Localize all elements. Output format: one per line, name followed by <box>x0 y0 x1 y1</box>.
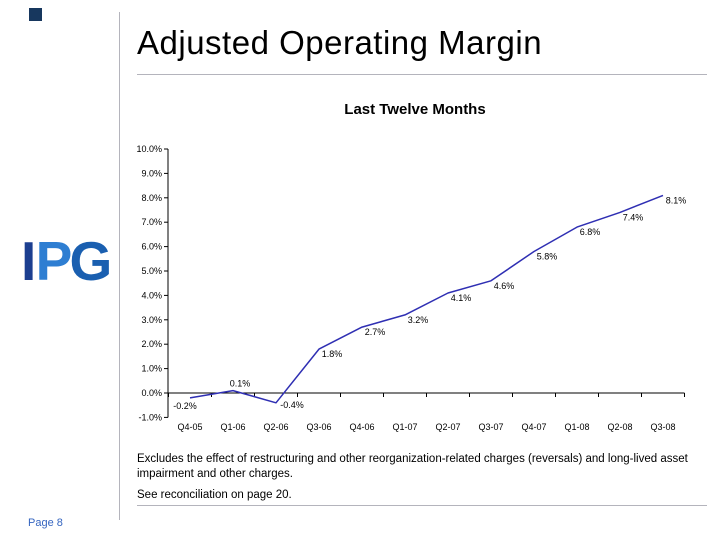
data-label: 4.1% <box>451 293 472 303</box>
page-number: Page 8 <box>28 517 63 529</box>
logo-letter-i: I <box>21 230 36 292</box>
x-axis-label: Q1-07 <box>392 422 417 432</box>
x-axis-label: Q3-08 <box>650 422 675 432</box>
x-axis-label: Q4-05 <box>177 422 202 432</box>
y-axis-label: 5.0% <box>141 266 162 276</box>
template-vertical-rule <box>119 12 120 520</box>
title-divider <box>137 74 707 75</box>
page-title: Adjusted Operating Margin <box>137 24 543 61</box>
chart-canvas: 10.0% 9.0% 8.0% 7.0% 6.0% 5.0% 4.0% 3.0% 2.0% 1.0… <box>136 144 687 432</box>
data-label: 0.1% <box>230 379 251 389</box>
x-axis-label: Q2-07 <box>435 422 460 432</box>
data-label: -0.4% <box>280 400 304 410</box>
y-axis-label: 9.0% <box>141 168 162 178</box>
chart-title: Last Twelve Months <box>344 101 486 118</box>
x-axis-label: Q1-08 <box>564 422 589 432</box>
y-axis-label: 4.0% <box>141 290 162 300</box>
data-label: 6.8% <box>580 227 601 237</box>
data-label: -0.2% <box>173 401 197 411</box>
x-axis-label: Q2-06 <box>263 422 288 432</box>
x-axis-label: Q3-07 <box>478 422 503 432</box>
y-axis-label: 2.0% <box>141 339 162 349</box>
data-label: 2.7% <box>365 327 386 337</box>
y-axis-label: 3.0% <box>141 315 162 325</box>
y-axis-label: 1.0% <box>141 364 162 374</box>
footnote-charges: Excludes the effect of restructuring and… <box>137 453 688 480</box>
template-corner-square <box>29 8 42 21</box>
x-axis-label: Q1-06 <box>220 422 245 432</box>
footnote-reconciliation: See reconciliation on page 20. <box>137 489 292 501</box>
data-label: 1.8% <box>322 349 343 359</box>
y-axis-label: 0.0% <box>141 388 162 398</box>
x-axis-label: Q4-06 <box>349 422 374 432</box>
footer-divider <box>137 505 707 506</box>
y-axis-label: 8.0% <box>141 193 162 203</box>
series-line <box>189 194 664 404</box>
x-axis-label: Q2-08 <box>607 422 632 432</box>
data-label: 4.6% <box>494 281 515 291</box>
data-label: 5.8% <box>537 251 558 261</box>
ipg-logo: I P G <box>21 230 113 292</box>
ltm-line-chart: 10.0% 9.0% 8.0% 7.0% 6.0% 5.0% 4.0% 3.0% 2.0% 1.0… <box>130 140 700 440</box>
x-axis-label: Q3-06 <box>306 422 331 432</box>
y-axis-label: -1.0% <box>138 412 162 422</box>
data-label: 8.1% <box>666 195 687 205</box>
y-axis-label: 10.0% <box>136 144 162 154</box>
y-axis-label: 7.0% <box>141 217 162 227</box>
logo-letter-p: P <box>35 230 73 292</box>
data-label: 7.4% <box>623 212 644 222</box>
logo-letter-g: G <box>69 230 113 292</box>
y-axis-label: 6.0% <box>141 242 162 252</box>
x-axis-label: Q4-07 <box>521 422 546 432</box>
data-label: 3.2% <box>408 315 429 325</box>
